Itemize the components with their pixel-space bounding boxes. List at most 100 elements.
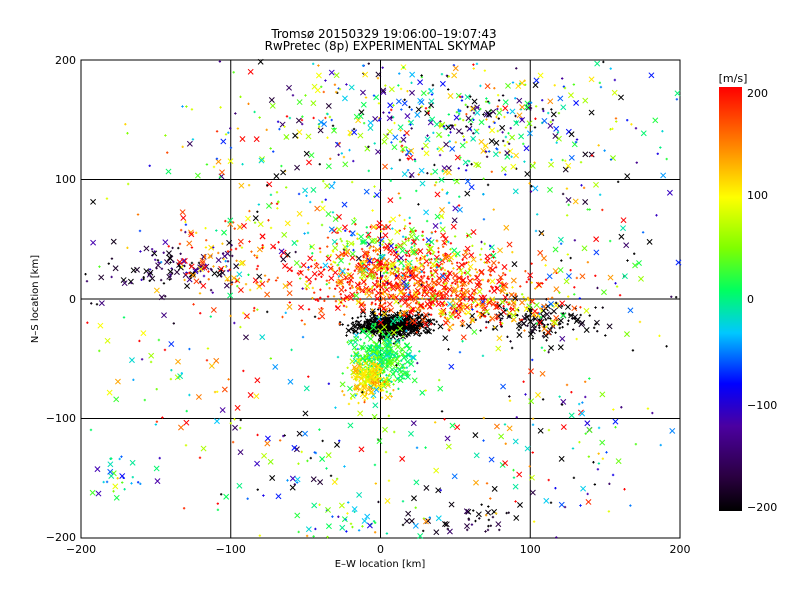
scatter-point-plus bbox=[511, 81, 515, 84]
scatter-point-x bbox=[283, 134, 290, 140]
scatter-point-plus bbox=[346, 366, 349, 369]
scatter-point-plus bbox=[483, 69, 487, 72]
scatter-point-x bbox=[579, 273, 586, 280]
scatter-point-plus bbox=[488, 269, 492, 273]
scatter-point-plus bbox=[487, 278, 490, 282]
scatter-point-x bbox=[314, 205, 321, 212]
scatter-point-plus bbox=[357, 529, 361, 532]
scatter-point-plus bbox=[506, 335, 509, 339]
scatter-point-x bbox=[414, 287, 421, 294]
scatter-point-plus bbox=[355, 392, 359, 396]
scatter-point-plus bbox=[224, 219, 227, 223]
scatter-point-x bbox=[219, 169, 225, 176]
scatter-point-plus bbox=[416, 259, 419, 262]
scatter-point-plus bbox=[471, 244, 474, 248]
scatter-point-x bbox=[243, 334, 249, 341]
scatter-point-plus bbox=[351, 317, 354, 320]
scatter-point-plus bbox=[358, 362, 361, 366]
scatter-point-x bbox=[401, 279, 407, 286]
scatter-point-plus bbox=[276, 120, 280, 123]
scatter-point-plus bbox=[285, 115, 289, 118]
scatter-point-plus bbox=[350, 180, 354, 184]
scatter-point-plus bbox=[463, 312, 467, 315]
scatter-point-x bbox=[426, 328, 433, 335]
scatter-point-x bbox=[560, 104, 567, 111]
scatter-point-plus bbox=[400, 374, 404, 378]
scatter-point-plus bbox=[297, 462, 300, 465]
scatter-point-x bbox=[174, 269, 180, 276]
scatter-point-plus bbox=[410, 246, 413, 249]
scatter-point-plus bbox=[573, 286, 576, 289]
scatter-point-plus bbox=[371, 291, 374, 295]
scatter-point-plus bbox=[550, 319, 553, 322]
scatter-point-plus bbox=[463, 262, 466, 266]
scatter-point-plus bbox=[373, 358, 377, 361]
scatter-point-plus bbox=[372, 520, 376, 523]
scatter-point-plus bbox=[126, 182, 130, 186]
scatter-point-plus bbox=[536, 213, 539, 216]
scatter-point-plus bbox=[569, 256, 572, 260]
scatter-point-x bbox=[594, 60, 601, 67]
scatter-point-x bbox=[302, 187, 309, 194]
scatter-point-plus bbox=[181, 145, 184, 149]
scatter-point-plus bbox=[542, 325, 546, 329]
scatter-point-plus bbox=[224, 133, 228, 136]
scatter-point-plus bbox=[446, 297, 449, 300]
scatter-point-plus bbox=[120, 455, 123, 458]
scatter-point-plus bbox=[350, 339, 353, 342]
scatter-point-plus bbox=[138, 339, 141, 343]
scatter-point-x bbox=[371, 370, 378, 377]
scatter-point-plus bbox=[98, 349, 101, 353]
scatter-point-plus bbox=[550, 158, 553, 161]
scatter-point-x bbox=[395, 98, 402, 105]
scatter-point-x bbox=[110, 238, 117, 245]
scatter-point-x bbox=[361, 250, 368, 257]
scatter-point-x bbox=[243, 313, 250, 320]
scatter-point-plus bbox=[345, 530, 348, 533]
scatter-point-plus bbox=[526, 296, 530, 300]
scatter-point-x bbox=[435, 515, 442, 522]
scatter-point-x bbox=[98, 274, 105, 281]
scatter-point-plus bbox=[345, 240, 349, 243]
scatter-point-x bbox=[568, 154, 575, 161]
scatter-point-x bbox=[239, 136, 246, 142]
scatter-point-plus bbox=[529, 190, 533, 193]
grid-lines bbox=[81, 60, 680, 538]
scatter-point-plus bbox=[410, 359, 413, 363]
scatter-point-x bbox=[182, 272, 189, 278]
scatter-point-plus bbox=[469, 128, 472, 131]
scatter-point-x bbox=[357, 132, 364, 139]
scatter-point-plus bbox=[98, 265, 101, 268]
scatter-point-x bbox=[529, 298, 536, 305]
scatter-point-plus bbox=[295, 481, 299, 484]
scatter-point-plus bbox=[445, 282, 448, 285]
scatter-point-x bbox=[582, 151, 589, 158]
scatter-point-plus bbox=[300, 118, 304, 122]
scatter-point-plus bbox=[428, 258, 431, 261]
scatter-point-plus bbox=[590, 154, 594, 157]
scatter-point-plus bbox=[334, 299, 338, 303]
scatter-point-plus bbox=[513, 300, 517, 304]
scatter-point-plus bbox=[428, 244, 432, 247]
scatter-point-plus bbox=[448, 140, 451, 143]
scatter-point-plus bbox=[424, 331, 427, 334]
scatter-point-plus bbox=[633, 252, 636, 255]
scatter-point-plus bbox=[506, 293, 509, 297]
scatter-point-plus bbox=[142, 277, 145, 281]
scatter-point-plus bbox=[483, 144, 486, 147]
scatter-point-x bbox=[298, 304, 304, 311]
scatter-point-x bbox=[264, 291, 271, 298]
scatter-point-plus bbox=[286, 479, 289, 482]
scatter-point-x bbox=[439, 226, 446, 233]
scatter-point-plus bbox=[140, 358, 144, 361]
scatter-point-x bbox=[524, 171, 531, 177]
scatter-point-plus bbox=[397, 84, 400, 87]
scatter-point-x bbox=[201, 264, 208, 271]
scatter-point-plus bbox=[275, 202, 279, 205]
scatter-point-plus bbox=[655, 214, 658, 217]
scatter-point-plus bbox=[472, 509, 475, 512]
scatter-point-plus bbox=[420, 297, 424, 300]
scatter-point-plus bbox=[351, 525, 354, 529]
scatter-point-plus bbox=[427, 313, 431, 316]
scatter-point-plus bbox=[190, 246, 194, 249]
